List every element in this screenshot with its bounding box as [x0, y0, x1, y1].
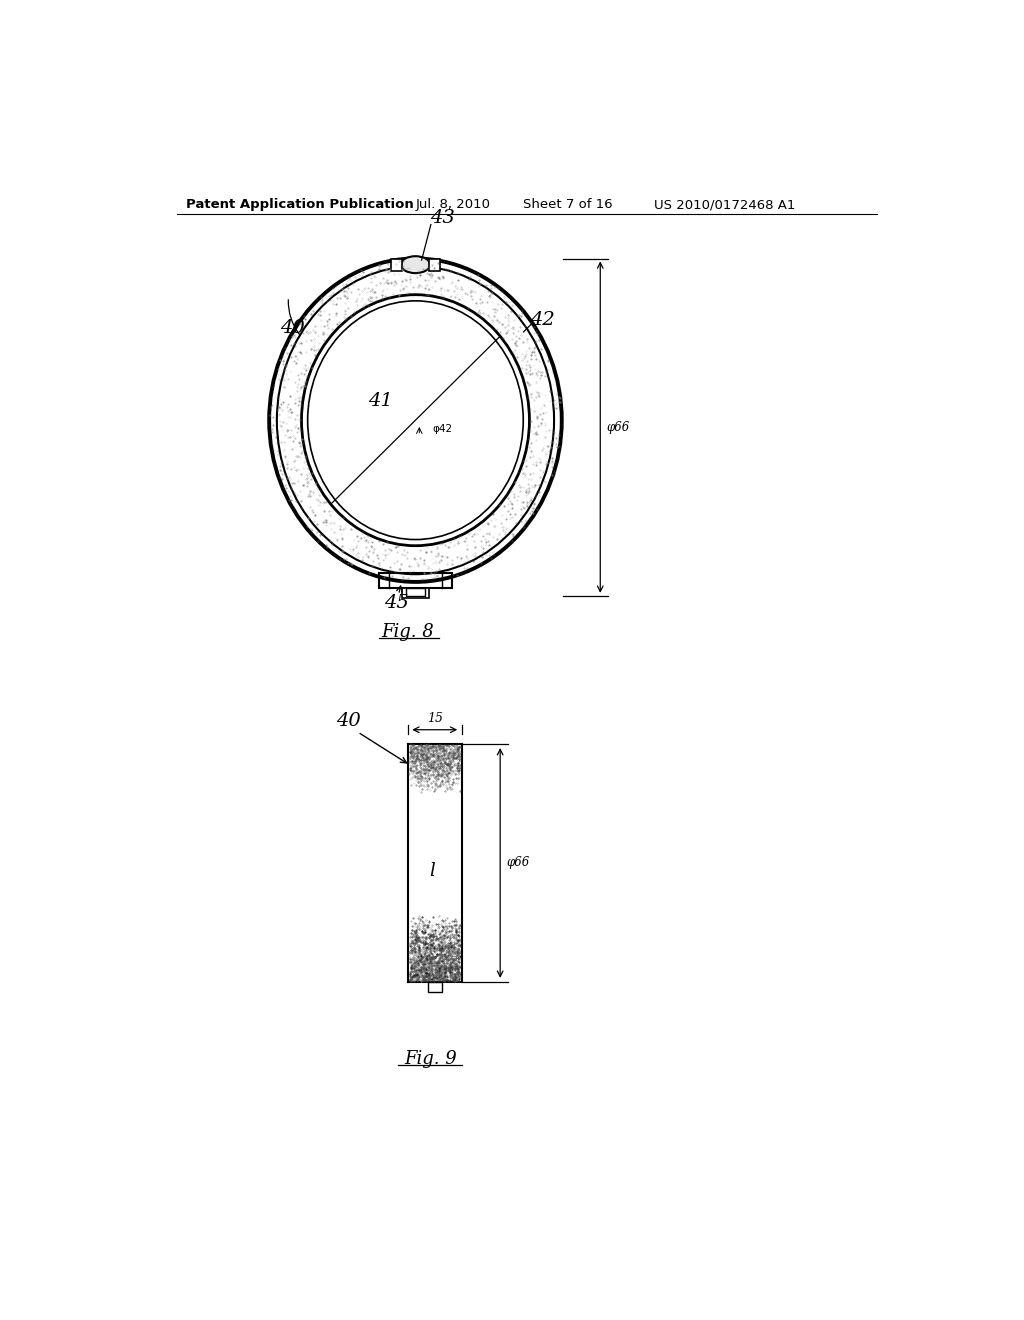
- Bar: [401, 589, 429, 598]
- Text: 40: 40: [280, 319, 304, 337]
- Bar: [429, 259, 440, 271]
- Text: 45: 45: [384, 594, 409, 611]
- Text: Fig. 8: Fig. 8: [381, 623, 434, 642]
- Bar: [391, 259, 401, 271]
- Text: φ66: φ66: [606, 421, 630, 434]
- Bar: [428, 982, 441, 991]
- Text: 15: 15: [427, 713, 442, 726]
- Text: 41: 41: [369, 392, 393, 411]
- Text: Jul. 8, 2010: Jul. 8, 2010: [416, 198, 490, 211]
- Text: US 2010/0172468 A1: US 2010/0172468 A1: [654, 198, 796, 211]
- Ellipse shape: [400, 256, 430, 273]
- Text: 42: 42: [529, 310, 554, 329]
- Bar: [407, 589, 425, 595]
- Text: φ42: φ42: [432, 425, 453, 434]
- Text: l: l: [429, 862, 435, 879]
- Text: φ66: φ66: [506, 857, 529, 870]
- Text: Sheet 7 of 16: Sheet 7 of 16: [523, 198, 613, 211]
- Text: Fig. 9: Fig. 9: [404, 1051, 458, 1068]
- Text: 43: 43: [430, 210, 455, 227]
- Text: Patent Application Publication: Patent Application Publication: [186, 198, 414, 211]
- Text: 40: 40: [336, 711, 360, 730]
